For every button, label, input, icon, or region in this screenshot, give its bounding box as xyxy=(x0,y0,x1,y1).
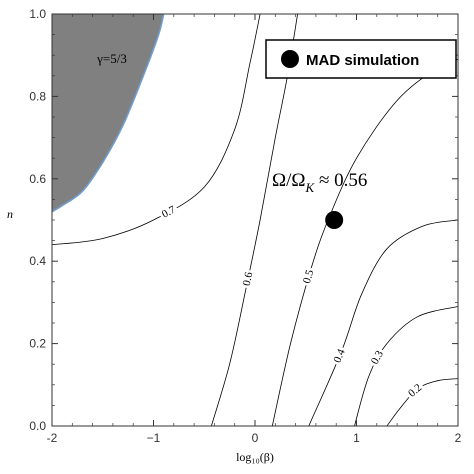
legend-label: MAD simulation xyxy=(306,52,419,69)
contour-label: 0.4 xyxy=(331,347,348,365)
shaded-region-edge xyxy=(52,14,165,213)
x-tick-label: 1 xyxy=(353,431,360,445)
y-tick-label: 0.4 xyxy=(29,254,46,268)
omega-annotation-sub: K xyxy=(305,180,316,195)
contour-label-bg xyxy=(158,202,180,222)
shaded-region xyxy=(52,14,164,212)
x-axis-label: log₁₀(β) xyxy=(236,450,274,464)
contour-line-0.4 xyxy=(308,219,458,426)
y-tick-label: 1.0 xyxy=(29,7,46,21)
y-tick-label: 0.0 xyxy=(29,419,46,433)
legend: MAD simulation xyxy=(265,39,457,79)
contour-line-0.7 xyxy=(52,14,261,246)
contour-label-bg xyxy=(240,268,256,290)
x-tick-label: −1 xyxy=(147,431,161,445)
contour-label-bg xyxy=(367,346,388,369)
y-tick-label: 0.8 xyxy=(29,89,46,103)
legend-marker xyxy=(281,50,299,68)
omega-annotation-tail: ≈ 0.56 xyxy=(314,170,367,191)
y-axis-label: n xyxy=(7,207,13,221)
x-tick-label: 2 xyxy=(455,431,462,445)
mad-simulation-point xyxy=(325,211,344,229)
contour-label: 0.6 xyxy=(241,271,256,287)
contour-label-bg xyxy=(300,266,317,288)
y-tick-label: 0.2 xyxy=(29,337,46,351)
gamma-label: γ=5/3 xyxy=(96,51,127,66)
contour-label: 0.5 xyxy=(301,268,317,285)
contour-label: 0.7 xyxy=(160,203,178,220)
contour-line-0.3 xyxy=(354,306,458,426)
omega-annotation: Ω/ΩK ≈ 0.56 xyxy=(272,170,367,195)
y-tick-label: 0.6 xyxy=(29,172,46,186)
contour-label-bg xyxy=(330,345,349,367)
x-tick-label: -2 xyxy=(47,431,58,445)
contour-label-bg xyxy=(404,380,426,402)
x-tick-label: 0 xyxy=(252,431,259,445)
omega-annotation-main: Ω/Ω xyxy=(272,170,306,191)
